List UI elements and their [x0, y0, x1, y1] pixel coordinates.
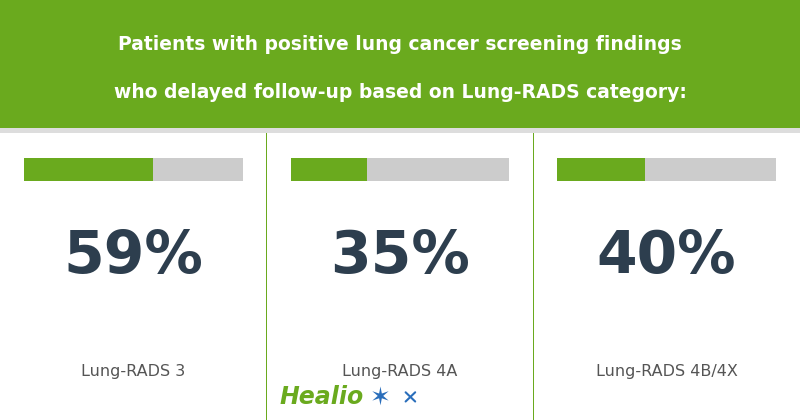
FancyArrow shape	[533, 133, 534, 420]
Text: Healio: Healio	[280, 385, 364, 409]
FancyBboxPatch shape	[290, 158, 510, 181]
FancyArrow shape	[266, 133, 267, 420]
FancyBboxPatch shape	[0, 0, 800, 128]
Text: 40%: 40%	[597, 228, 737, 285]
Text: 59%: 59%	[63, 228, 203, 285]
FancyBboxPatch shape	[558, 158, 776, 181]
FancyBboxPatch shape	[24, 158, 153, 181]
Text: Lung-RADS 4B/4X: Lung-RADS 4B/4X	[596, 364, 738, 379]
FancyBboxPatch shape	[24, 158, 242, 181]
Text: Lung-RADS 3: Lung-RADS 3	[82, 364, 186, 379]
Text: Patients with positive lung cancer screening findings: Patients with positive lung cancer scree…	[118, 35, 682, 54]
Text: Lung-RADS 4A: Lung-RADS 4A	[342, 364, 458, 379]
Text: who delayed follow-up based on Lung-RADS category:: who delayed follow-up based on Lung-RADS…	[114, 83, 686, 102]
FancyBboxPatch shape	[558, 158, 645, 181]
Text: ✶: ✶	[370, 386, 390, 410]
Text: 35%: 35%	[330, 228, 470, 285]
FancyBboxPatch shape	[0, 128, 800, 133]
FancyBboxPatch shape	[290, 158, 367, 181]
